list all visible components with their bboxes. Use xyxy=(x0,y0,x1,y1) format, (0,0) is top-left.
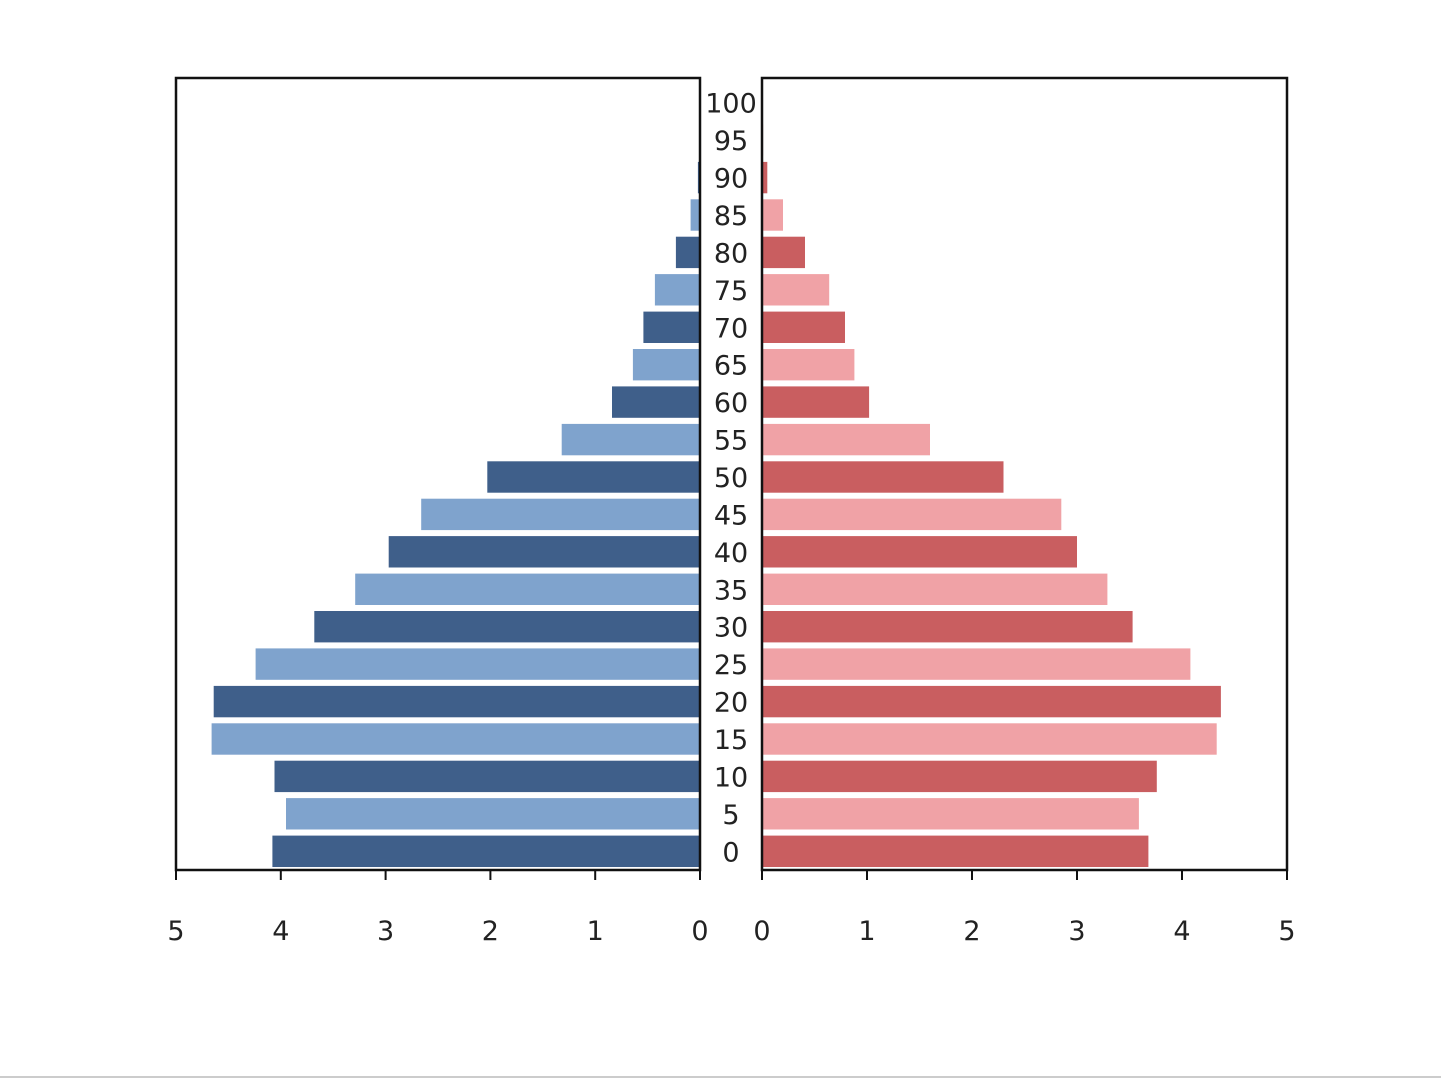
left-tick-label-3: 3 xyxy=(377,916,394,947)
right-bar-70 xyxy=(762,311,845,343)
age-label-40: 40 xyxy=(714,538,748,569)
age-label-50: 50 xyxy=(714,463,748,494)
right-plot-frame xyxy=(760,76,1289,872)
left-bar-55 xyxy=(561,423,700,456)
left-bar-15 xyxy=(211,723,700,755)
left-bar-5 xyxy=(286,798,700,830)
left-bar-35 xyxy=(355,573,700,605)
age-label-80: 80 xyxy=(714,238,748,269)
left-tick-label-4: 4 xyxy=(272,916,289,947)
left-tick-label-1: 1 xyxy=(587,916,604,947)
left-axis-ticks: 0 1 2 3 4 5 xyxy=(167,870,709,947)
age-label-85: 85 xyxy=(714,201,748,232)
right-bar-5 xyxy=(762,798,1139,830)
left-bar-30 xyxy=(314,611,700,643)
age-label-65: 65 xyxy=(714,351,748,382)
right-bar-60 xyxy=(762,386,870,418)
left-bar-85 xyxy=(690,199,700,231)
right-bar-80 xyxy=(762,236,805,269)
left-bar-20 xyxy=(213,685,700,718)
left-bar-10 xyxy=(274,760,700,793)
right-tick-label-4: 4 xyxy=(1173,916,1190,947)
left-bar-25 xyxy=(255,648,700,680)
right-bar-20 xyxy=(762,685,1221,718)
right-tick-label-5: 5 xyxy=(1278,916,1295,947)
left-bar-0 xyxy=(272,835,700,867)
age-label-25: 25 xyxy=(714,650,748,681)
left-bar-65 xyxy=(632,349,700,381)
age-label-45: 45 xyxy=(714,500,748,531)
right-bar-40 xyxy=(762,536,1077,568)
age-label-10: 10 xyxy=(714,762,748,793)
age-label-20: 20 xyxy=(714,688,748,719)
left-bar-80 xyxy=(675,236,700,269)
right-bar-50 xyxy=(762,461,1004,493)
age-label-100: 100 xyxy=(705,89,757,120)
age-label-5: 5 xyxy=(722,800,739,831)
left-plot-frame xyxy=(174,76,702,872)
age-label-70: 70 xyxy=(714,313,748,344)
age-label-35: 35 xyxy=(714,575,748,606)
age-label-75: 75 xyxy=(714,276,748,307)
right-bar-45 xyxy=(762,498,1062,531)
right-axis-ticks: 0 1 2 3 4 5 xyxy=(753,870,1296,947)
right-bar-35 xyxy=(762,573,1108,605)
right-bar-25 xyxy=(762,648,1191,680)
right-bar-65 xyxy=(762,349,855,381)
left-bar-45 xyxy=(421,498,700,531)
right-bar-75 xyxy=(762,274,830,306)
left-tick-label-0: 0 xyxy=(691,916,708,947)
right-bar-85 xyxy=(762,199,783,231)
right-bar-90 xyxy=(762,161,768,194)
left-bar-50 xyxy=(487,461,700,493)
right-tick-label-0: 0 xyxy=(753,916,770,947)
left-bar-40 xyxy=(388,536,700,568)
age-label-30: 30 xyxy=(714,613,748,644)
right-bars xyxy=(762,124,1221,867)
right-bar-15 xyxy=(762,723,1217,755)
right-bar-30 xyxy=(762,611,1133,643)
right-bar-55 xyxy=(762,423,930,456)
left-tick-label-5: 5 xyxy=(167,916,184,947)
age-label-90: 90 xyxy=(714,164,748,195)
age-labels: 0 5 10 15 20 25 30 35 40 45 50 55 60 65 70 75 80 85 90 95 10… xyxy=(705,89,757,869)
left-bars xyxy=(211,124,700,867)
left-bar-60 xyxy=(612,386,700,418)
right-bar-10 xyxy=(762,760,1157,793)
right-bar-0 xyxy=(762,835,1149,867)
age-label-0: 0 xyxy=(722,837,739,868)
right-tick-label-3: 3 xyxy=(1068,916,1085,947)
age-label-15: 15 xyxy=(714,725,748,756)
right-tick-label-1: 1 xyxy=(858,916,875,947)
age-label-95: 95 xyxy=(714,126,748,157)
left-bar-70 xyxy=(643,311,700,343)
right-tick-label-2: 2 xyxy=(963,916,980,947)
age-label-60: 60 xyxy=(714,388,748,419)
left-bar-75 xyxy=(654,274,700,306)
bottom-divider xyxy=(0,1076,1441,1078)
left-tick-label-2: 2 xyxy=(482,916,499,947)
age-label-55: 55 xyxy=(714,426,748,457)
